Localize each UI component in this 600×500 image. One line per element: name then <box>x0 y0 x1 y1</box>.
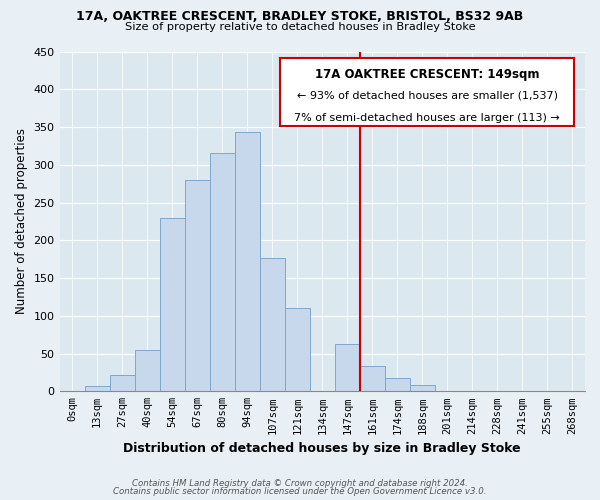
Bar <box>134 350 160 392</box>
Bar <box>285 308 310 392</box>
Bar <box>235 132 260 392</box>
Bar <box>110 374 134 392</box>
Bar <box>185 180 209 392</box>
Bar <box>410 386 435 392</box>
Bar <box>385 378 410 392</box>
Bar <box>209 154 235 392</box>
Text: 17A, OAKTREE CRESCENT, BRADLEY STOKE, BRISTOL, BS32 9AB: 17A, OAKTREE CRESCENT, BRADLEY STOKE, BR… <box>76 10 524 23</box>
Bar <box>260 258 285 392</box>
Text: Contains public sector information licensed under the Open Government Licence v3: Contains public sector information licen… <box>113 487 487 496</box>
Text: Size of property relative to detached houses in Bradley Stoke: Size of property relative to detached ho… <box>125 22 475 32</box>
Bar <box>85 386 110 392</box>
Bar <box>160 218 185 392</box>
Text: Contains HM Land Registry data © Crown copyright and database right 2024.: Contains HM Land Registry data © Crown c… <box>132 478 468 488</box>
Bar <box>360 366 385 392</box>
Bar <box>335 344 360 392</box>
X-axis label: Distribution of detached houses by size in Bradley Stoke: Distribution of detached houses by size … <box>124 442 521 455</box>
Y-axis label: Number of detached properties: Number of detached properties <box>15 128 28 314</box>
